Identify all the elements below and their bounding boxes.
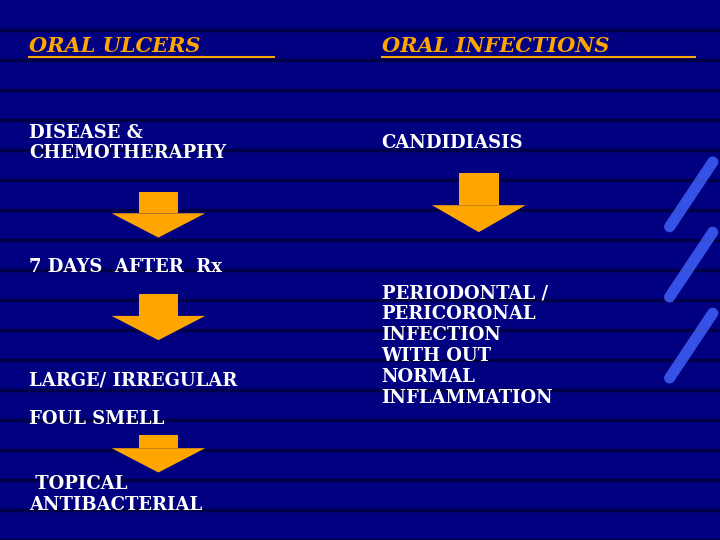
Text: ORAL INFECTIONS: ORAL INFECTIONS: [382, 36, 609, 56]
Text: 7 DAYS  AFTER  Rx: 7 DAYS AFTER Rx: [29, 258, 222, 276]
Polygon shape: [432, 205, 526, 232]
Text: PERIODONTAL /
PERICORONAL
INFECTION
WITH OUT
NORMAL
INFLAMMATION: PERIODONTAL / PERICORONAL INFECTION WITH…: [382, 285, 553, 407]
Text: DISEASE &
CHEMOTHERAPHY: DISEASE & CHEMOTHERAPHY: [29, 124, 226, 163]
Text: LARGE/ IRREGULAR: LARGE/ IRREGULAR: [29, 372, 237, 390]
Text: FOUL SMELL: FOUL SMELL: [29, 409, 164, 428]
Text: TOPICAL
ANTIBACTERIAL: TOPICAL ANTIBACTERIAL: [29, 475, 202, 514]
FancyBboxPatch shape: [138, 192, 179, 213]
Text: CANDIDIASIS: CANDIDIASIS: [382, 134, 523, 152]
Polygon shape: [112, 213, 205, 238]
FancyBboxPatch shape: [459, 173, 499, 205]
Polygon shape: [112, 316, 205, 340]
Polygon shape: [112, 448, 205, 472]
FancyBboxPatch shape: [138, 294, 179, 316]
FancyBboxPatch shape: [138, 435, 179, 448]
Text: ORAL ULCERS: ORAL ULCERS: [29, 36, 200, 56]
